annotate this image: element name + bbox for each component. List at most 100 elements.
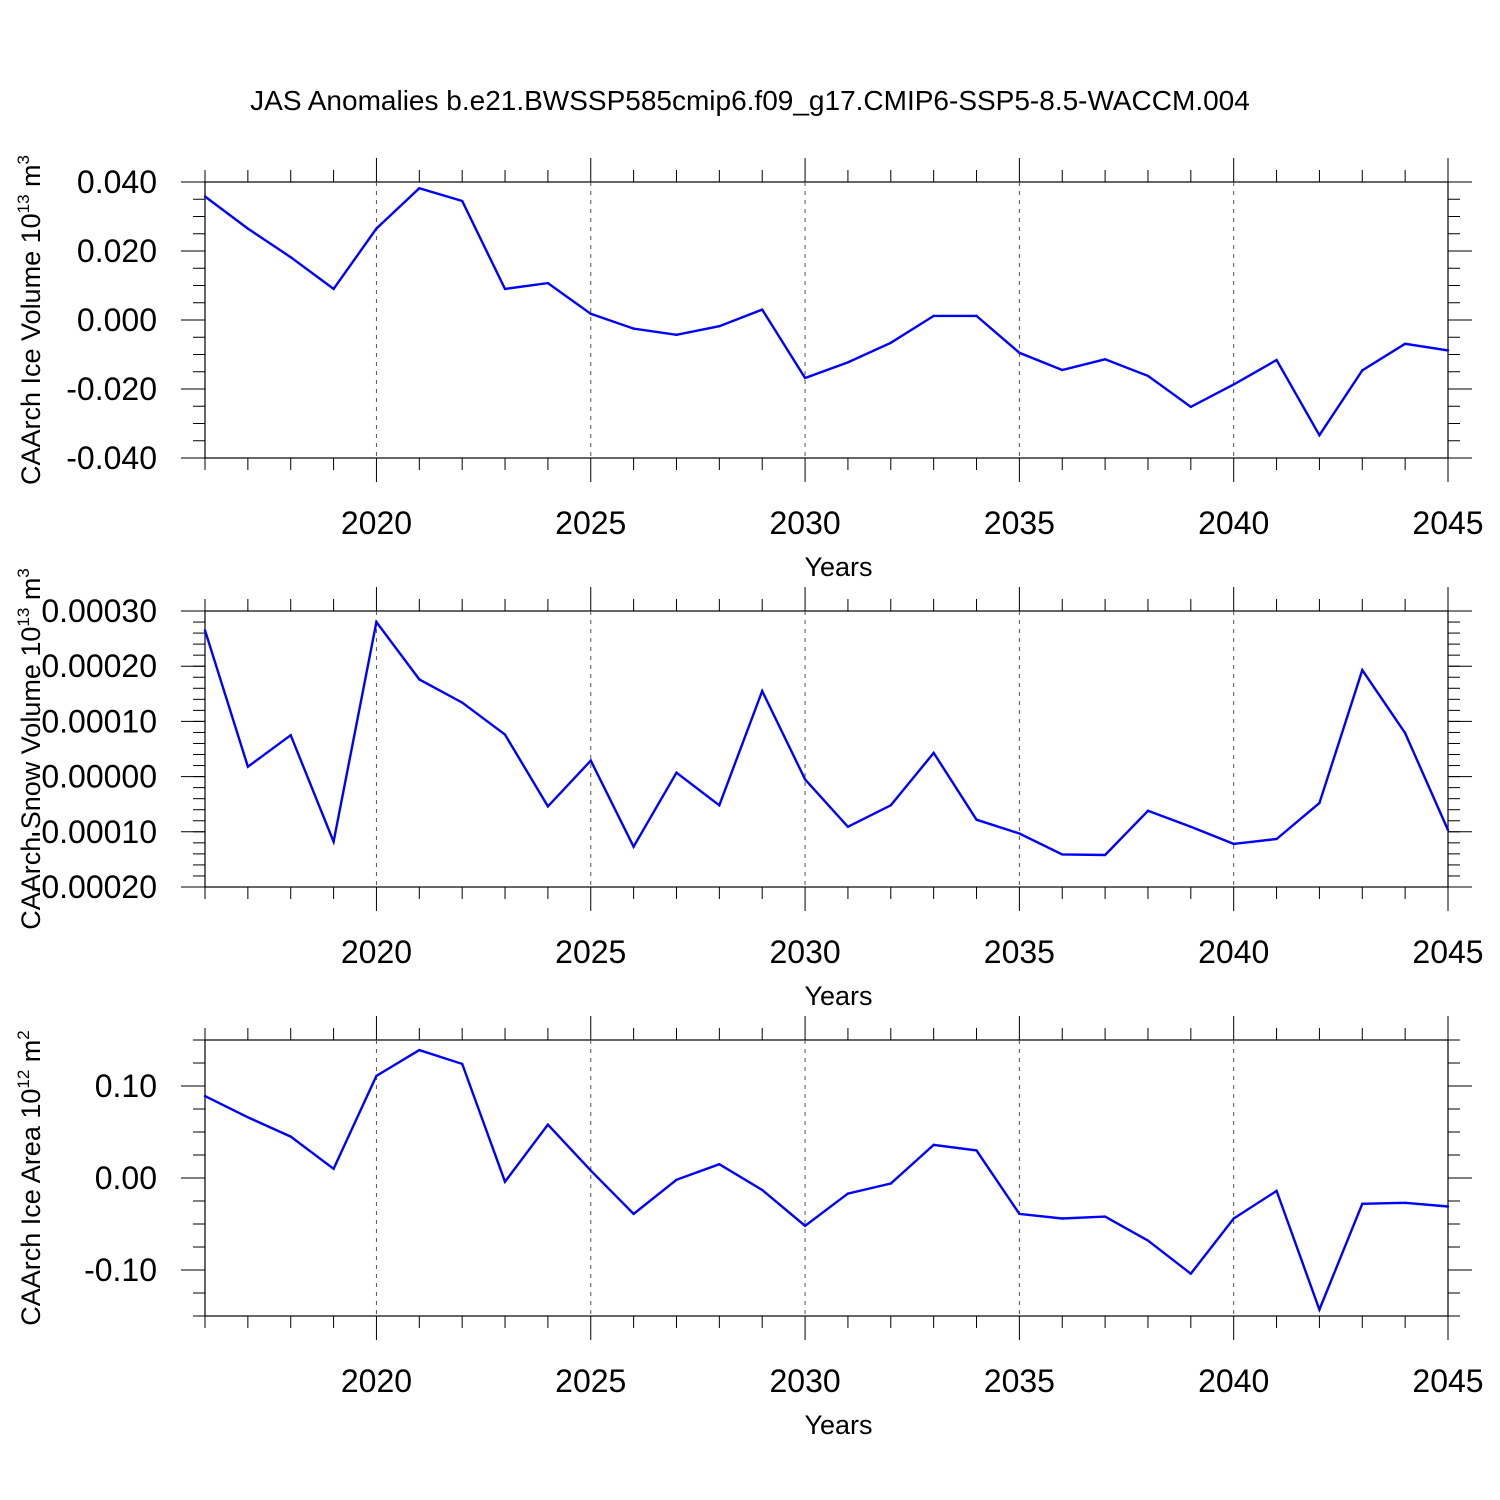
data-point — [289, 256, 292, 259]
x-tick-label: 2035 — [984, 1363, 1055, 1399]
x-tick-label: 2035 — [984, 934, 1055, 970]
data-point — [1018, 832, 1021, 835]
data-point — [803, 778, 807, 781]
x-tick-label: 2025 — [555, 505, 626, 541]
data-point — [1318, 1308, 1321, 1311]
y-tick-label: 0.10 — [95, 1068, 157, 1104]
data-point — [675, 771, 678, 774]
y-tick-label: -0.040 — [66, 440, 157, 476]
y-tick-label: 0.00010 — [41, 703, 157, 739]
x-tick-label: 2025 — [555, 934, 626, 970]
y-tick-label: 0.00020 — [41, 648, 157, 684]
x-tick-label: 2030 — [769, 1363, 840, 1399]
data-point — [846, 1192, 850, 1195]
data-point — [1403, 342, 1407, 346]
data-point — [203, 629, 207, 632]
chart-panel-2: 2020 2025 2030 2035 2040 2045 Years -0.00020 -0.… — [14, 568, 1484, 1011]
data-point — [503, 287, 507, 291]
x-tick-label: 2020 — [341, 934, 412, 970]
y-tick-label: 0.000 — [77, 302, 157, 338]
y-tick-label: 0.00 — [95, 1160, 157, 1196]
data-point — [589, 759, 592, 762]
data-point — [761, 689, 764, 693]
data-point — [1232, 383, 1235, 386]
data-point — [889, 1182, 892, 1185]
data-point — [460, 701, 464, 704]
data-point — [632, 845, 635, 848]
x-tick-label: 2025 — [555, 1363, 626, 1399]
data-point — [1061, 368, 1064, 372]
x-tick-label: 2040 — [1198, 934, 1269, 970]
data-point — [1061, 853, 1064, 856]
plot-frame — [204, 181, 1449, 459]
data-point — [1103, 853, 1107, 857]
data-point — [1232, 842, 1235, 846]
data-point — [1146, 1239, 1150, 1242]
y-axis-label: CAArch Ice Area 1012 m2 — [14, 1030, 46, 1326]
data-point — [632, 327, 635, 330]
x-tick-label: 2045 — [1412, 934, 1483, 970]
data-point — [1018, 351, 1021, 354]
data-point — [1189, 825, 1193, 829]
data-point — [889, 804, 892, 807]
data-point — [975, 818, 978, 821]
data-point — [1318, 434, 1321, 437]
data-point — [546, 805, 550, 808]
series-line — [203, 619, 1450, 857]
data-point — [1446, 1205, 1450, 1208]
x-tick-label: 2030 — [769, 934, 840, 970]
data-point — [418, 187, 421, 190]
data-point — [1403, 731, 1407, 735]
data-point — [1275, 1189, 1278, 1193]
data-point — [932, 1143, 935, 1147]
x-tick-label: 2040 — [1198, 505, 1269, 541]
data-point — [503, 1180, 507, 1183]
data-point — [1361, 668, 1364, 672]
data-point — [1361, 369, 1364, 372]
chart-panel-1: 2020 2025 2030 2035 2040 2045 Years -0.040 -0.02… — [14, 155, 1484, 582]
data-point — [1146, 374, 1150, 378]
x-tick-label: 2030 — [769, 505, 840, 541]
data-point — [718, 325, 721, 328]
data-point — [803, 376, 807, 380]
data-point — [975, 1149, 978, 1152]
data-point — [375, 227, 378, 230]
data-point — [632, 1212, 635, 1216]
x-axis-label: Years — [804, 1410, 872, 1440]
figure-title: JAS Anomalies b.e21.BWSSP585cmip6.f09_g1… — [250, 85, 1250, 116]
y-tick-label: 0.040 — [77, 164, 157, 200]
x-tick-label: 2020 — [341, 505, 412, 541]
data-point — [761, 1188, 764, 1192]
data-point — [1189, 405, 1193, 409]
data-point — [203, 195, 207, 198]
data-point — [889, 341, 892, 344]
x-tick-label: 2045 — [1412, 1363, 1483, 1399]
data-point — [1275, 358, 1278, 362]
y-axis-label: CAArch Snow Volume 1013 m3 — [14, 568, 46, 930]
data-point — [675, 1178, 678, 1182]
data-point — [1232, 1217, 1235, 1220]
data-point — [1446, 349, 1450, 352]
x-axis-label: Years — [804, 552, 872, 582]
data-point — [289, 734, 292, 737]
data-point — [932, 314, 935, 318]
data-point — [1061, 1217, 1064, 1220]
plot-frame — [204, 1039, 1449, 1317]
data-point — [932, 751, 935, 755]
y-tick-label: -0.020 — [66, 371, 157, 407]
data-point — [1446, 828, 1450, 832]
data-point — [246, 227, 250, 230]
data-point — [1018, 1212, 1021, 1216]
data-point — [975, 314, 978, 318]
y-tick-label: 0.00030 — [41, 593, 157, 629]
data-point — [589, 1169, 592, 1172]
data-point — [246, 765, 250, 768]
data-point — [332, 1167, 335, 1171]
data-point — [589, 312, 592, 315]
data-point — [846, 825, 850, 829]
chart-panel-3: 2020 2025 2030 2035 2040 2045 Years -0.10 0.00 0.… — [14, 1016, 1484, 1440]
y-tick-label: 0.020 — [77, 233, 157, 269]
data-point — [546, 1123, 550, 1126]
data-point — [1403, 1201, 1407, 1205]
